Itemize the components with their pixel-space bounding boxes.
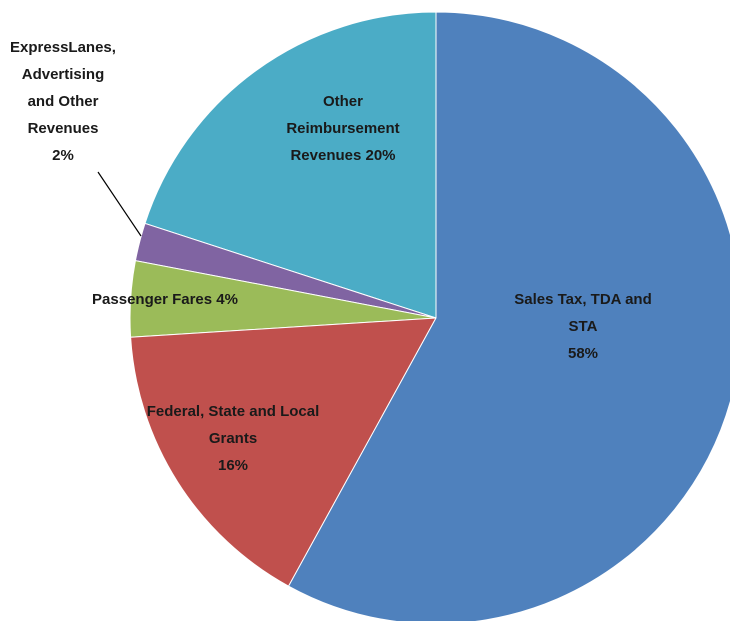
category-name: ExpressLanes, Advertising and Other Reve… <box>10 39 116 137</box>
slice-label: ExpressLanes, Advertising and Other Reve… <box>7 34 119 169</box>
value-label: 2% <box>52 147 74 164</box>
pie-slice <box>144 11 437 319</box>
pie-slice <box>130 317 437 587</box>
leader-line <box>97 171 142 237</box>
slice-label: Sales Tax, TDA and STA 58% <box>498 286 668 367</box>
value-label: 4% <box>216 291 238 308</box>
pie-slice <box>287 11 730 621</box>
category-name: Sales Tax, TDA and STA <box>514 291 652 335</box>
value-label: 16% <box>217 457 249 474</box>
value-label: 58% <box>567 345 599 362</box>
value-label: 20% <box>365 147 396 164</box>
category-name: Other Reimbursement Revenues <box>286 93 400 164</box>
slice-label: Passenger Fares 4% <box>60 286 270 313</box>
category-name: Passenger Fares <box>92 291 213 308</box>
slice-label: Other Reimbursement Revenues 20% <box>270 88 416 169</box>
slice-label: Federal, State and Local Grants 16% <box>123 398 343 479</box>
category-name: Federal, State and Local Grants <box>146 403 320 447</box>
